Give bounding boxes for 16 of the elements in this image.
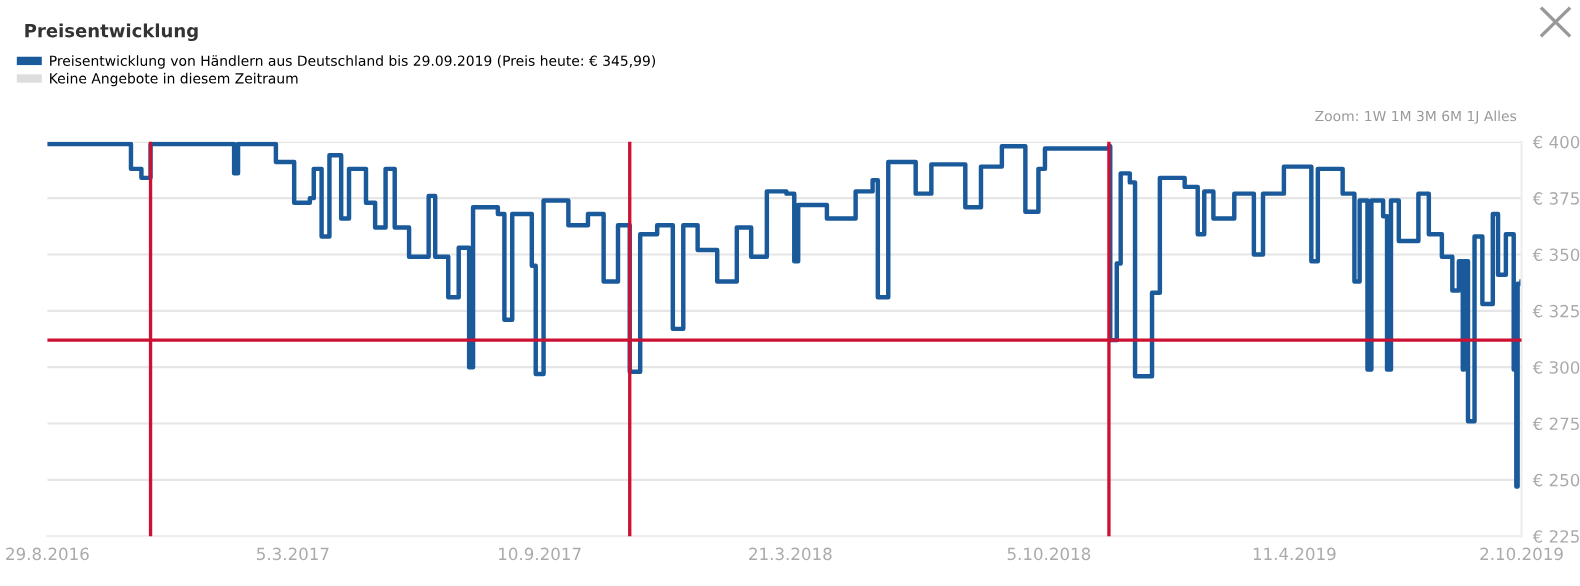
y-tick-label: € 250 <box>1532 473 1580 487</box>
x-tick-label: 11.4.2019 <box>1253 547 1336 561</box>
x-tick-label: 29.8.2016 <box>6 547 89 561</box>
y-tick-label: € 325 <box>1532 304 1579 318</box>
x-tick-label: 5.10.2018 <box>1007 547 1091 561</box>
x-tick-label: 21.3.2018 <box>749 547 832 561</box>
x-tick-label: 2.10.2019 <box>1480 547 1563 561</box>
y-tick-label: € 350 <box>1532 248 1580 262</box>
y-tick-label: € 275 <box>1532 417 1579 431</box>
y-tick-label: € 300 <box>1532 361 1580 374</box>
x-tick-label: 10.9.2017 <box>499 547 581 561</box>
y-tick-label: € 225 <box>1532 530 1579 543</box>
y-tick-label: € 400 <box>1532 135 1580 149</box>
x-tick-label: 5.3.2017 <box>257 547 329 561</box>
y-tick-label: € 375 <box>1532 192 1579 205</box>
chart-title: Preisentwicklung <box>25 23 198 42</box>
